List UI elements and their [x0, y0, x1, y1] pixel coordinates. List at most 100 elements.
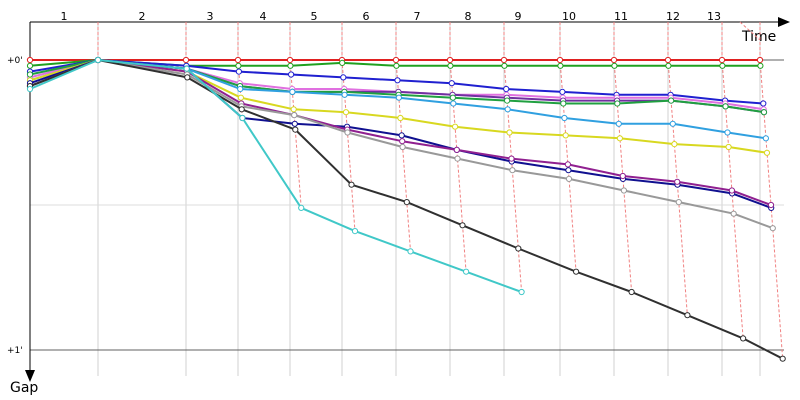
series-point — [234, 56, 242, 64]
series-point — [674, 178, 681, 185]
lap-labels: 1 2 3 4 5 6 7 8 9 10 11 12 13 — [61, 10, 722, 23]
series-point — [291, 120, 298, 127]
series-point — [668, 97, 675, 104]
axes-layer: Time Gap +0' +1' — [7, 17, 790, 396]
series-point — [394, 77, 401, 84]
x-axis-arrow-icon — [778, 17, 790, 27]
series-line — [29, 59, 764, 105]
x-axis-title: Time — [741, 29, 776, 45]
series-point — [183, 65, 190, 72]
series-point — [559, 88, 566, 96]
series-point — [399, 143, 406, 151]
series-point — [671, 141, 678, 148]
series-point — [560, 100, 567, 107]
series-point — [290, 106, 297, 113]
series-point — [620, 187, 628, 194]
series-layer — [26, 56, 786, 362]
series-point — [769, 225, 776, 232]
series-12 — [26, 56, 525, 296]
series-point — [288, 71, 295, 78]
lap-label: 2 — [139, 10, 146, 23]
series-point — [26, 56, 34, 64]
lap-connector — [395, 59, 412, 252]
series-point — [239, 114, 246, 122]
series-point — [561, 114, 568, 122]
series-point — [616, 135, 624, 142]
series-point — [762, 135, 770, 142]
series-point — [392, 56, 400, 64]
series-point — [556, 56, 564, 64]
series-point — [184, 74, 191, 81]
series-point — [718, 56, 726, 64]
series-point — [447, 62, 454, 69]
lap-label: 8 — [465, 10, 472, 23]
series-point — [722, 103, 729, 110]
series-point — [449, 94, 456, 101]
series-point — [26, 62, 34, 69]
series-point — [182, 56, 190, 64]
lap-label: 12 — [666, 10, 680, 23]
series-point — [393, 62, 400, 69]
series-point — [399, 138, 406, 145]
lap-label: 10 — [562, 10, 576, 23]
series-point — [459, 222, 466, 229]
series-point — [503, 85, 510, 93]
series-point — [340, 74, 347, 81]
lap-label: 6 — [363, 10, 370, 23]
series-point — [684, 312, 691, 319]
series-point — [565, 175, 573, 182]
series-point — [238, 106, 245, 113]
lap-label: 5 — [311, 10, 318, 23]
series-point — [504, 106, 511, 113]
series-point — [235, 68, 242, 75]
series-point — [760, 100, 767, 107]
lap-label: 3 — [207, 10, 214, 23]
series-point — [235, 62, 242, 69]
series-point — [237, 85, 244, 93]
series-point — [26, 85, 34, 93]
series-point — [298, 204, 305, 211]
series-point — [779, 355, 786, 362]
series-2 — [26, 56, 767, 107]
series-point — [509, 167, 516, 174]
series-line — [29, 59, 767, 140]
series-point — [615, 120, 622, 127]
series-point — [725, 143, 732, 151]
lap-label: 7 — [414, 10, 421, 23]
series-point — [515, 245, 522, 252]
series-point — [619, 172, 626, 180]
series-point — [719, 62, 726, 69]
series-point — [728, 187, 736, 194]
y-axis-title: Gap — [10, 380, 38, 396]
series-point — [757, 62, 764, 69]
series-point — [398, 132, 405, 139]
series-point — [463, 268, 470, 275]
series-point — [500, 56, 508, 64]
series-line — [29, 59, 768, 154]
series-point — [767, 201, 775, 209]
lap-connector — [341, 59, 356, 232]
series-point — [446, 56, 454, 64]
series-point — [453, 146, 460, 153]
series-point — [342, 109, 350, 116]
lap-connector — [503, 59, 523, 293]
lap-label: 11 — [614, 10, 628, 23]
series-point — [557, 62, 564, 69]
lap-label: 13 — [707, 10, 721, 23]
series-line — [29, 59, 784, 360]
series-point — [740, 335, 747, 342]
series-point — [675, 199, 682, 206]
series-point — [448, 80, 455, 87]
final-connector — [739, 21, 761, 41]
series-point — [397, 114, 404, 122]
series-line — [29, 59, 774, 230]
series-point — [291, 112, 298, 119]
series-point — [573, 268, 580, 275]
series-point — [237, 94, 244, 101]
series-point — [348, 181, 355, 188]
series-point — [611, 62, 618, 69]
series-point — [504, 97, 511, 104]
y-tick-label-zero: +0' — [7, 56, 23, 66]
series-point — [628, 288, 635, 296]
series-point — [724, 129, 731, 136]
